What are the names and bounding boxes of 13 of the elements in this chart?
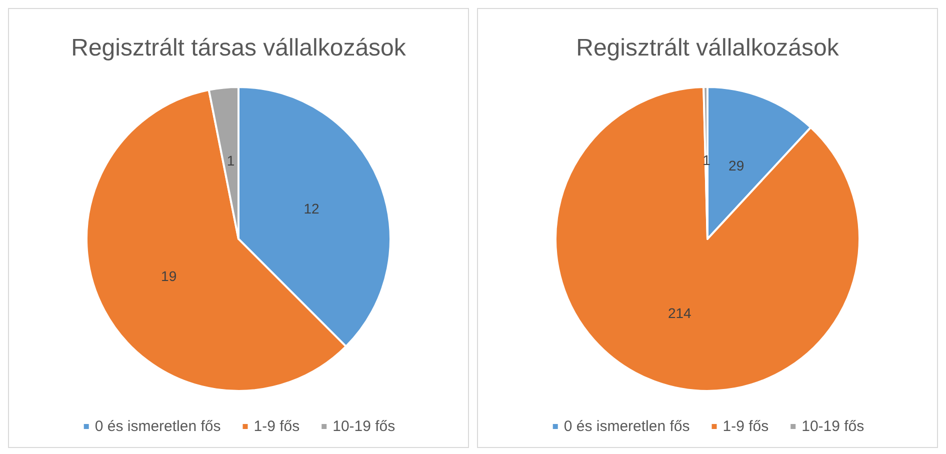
legend-label: 1-9 fős [722,418,769,435]
legend-label: 0 és ismeretlen fős [94,418,221,435]
chart-title: Regisztrált vállalkozások [576,34,840,62]
legend-label: 0 és ismeretlen fős [564,418,690,435]
data-label: 214 [668,304,692,321]
legend-label: 10-19 fős [802,418,864,435]
data-label: 12 [304,200,320,217]
legend-label: 1-9 fős [254,418,300,435]
data-label: 19 [161,268,177,284]
data-label: 29 [728,157,744,174]
chart-title: Regisztrált társas vállalkozások [71,34,407,62]
data-label: 1 [226,152,235,168]
legend-label: 10-19 fős [332,418,396,435]
